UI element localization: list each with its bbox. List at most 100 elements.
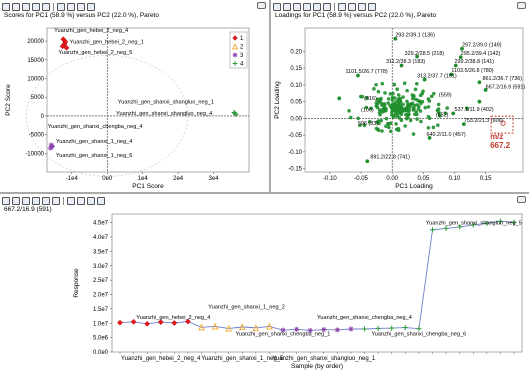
loading-point — [374, 82, 378, 87]
loading-point — [408, 118, 413, 123]
loading-point — [390, 106, 395, 110]
zoom-icon[interactable] — [77, 197, 85, 205]
loading-point — [438, 114, 442, 118]
data-point — [484, 220, 490, 226]
loading-point — [399, 118, 404, 123]
hotelling-ellipse — [26, 55, 189, 177]
loading-point — [449, 72, 454, 77]
list-icon[interactable] — [97, 197, 105, 205]
x-tick-label: 0.00 — [386, 176, 398, 182]
delete-icon[interactable] — [338, 3, 346, 11]
scores-title: Scores for PC1 (58.9 %) versus PC2 (22.0… — [4, 12, 159, 19]
color-icon[interactable] — [22, 3, 30, 11]
delete-icon[interactable] — [67, 197, 75, 205]
loading-point — [403, 108, 408, 113]
loading-point — [460, 46, 464, 51]
y-tick-label: 0.10 — [290, 83, 302, 89]
loading-point — [374, 101, 379, 105]
grid-icon[interactable] — [77, 3, 85, 11]
loading-point — [399, 63, 404, 68]
loading-point — [465, 106, 469, 111]
zoom-icon[interactable] — [348, 3, 356, 11]
data-point — [225, 324, 233, 332]
home-icon[interactable] — [273, 3, 281, 11]
point-label: Yuanzhi_gen_shanxi_chengba_neg_4 — [48, 124, 143, 130]
y-tick-label: 1.5e7 — [93, 307, 109, 313]
loading-point — [414, 110, 419, 114]
loading-point — [404, 116, 409, 121]
loading-point — [411, 132, 416, 136]
data-point — [389, 325, 395, 331]
filter-icon[interactable] — [323, 3, 331, 11]
pin-icon[interactable] — [12, 3, 20, 11]
loading-point — [419, 119, 423, 124]
loading-point — [356, 73, 360, 78]
split-icon[interactable] — [313, 3, 321, 11]
label-icon[interactable] — [42, 3, 50, 11]
home-icon[interactable] — [2, 3, 10, 11]
point-label: Yuanzhi_gen_shanxi_1_neg_4 — [56, 139, 133, 145]
point-label: 1103.5/26.8 (780) — [451, 68, 493, 74]
loadings-toolbar — [273, 2, 376, 12]
panel-menu-icon[interactable] — [257, 2, 266, 9]
pin-icon[interactable] — [12, 197, 20, 205]
dropdown-icon[interactable] — [52, 197, 60, 205]
color-icon[interactable] — [293, 3, 301, 11]
chart-type-icon[interactable] — [32, 3, 40, 11]
loading-point — [390, 98, 395, 102]
grid-icon[interactable] — [87, 197, 95, 205]
list-icon[interactable] — [368, 3, 376, 11]
home-icon[interactable] — [2, 197, 10, 205]
trend-chart[interactable]: 0.0e0 5.0e6 1.0e7 1.5e7 2.0e7 2.5e7 3.0e7 3.5e7… — [0, 206, 529, 372]
pin-icon[interactable] — [283, 3, 291, 11]
x-tick-label: 0.05 — [417, 176, 429, 182]
point-label: 311.2/38.3 (183) — [386, 59, 425, 65]
y-tick-label: 0.05 — [290, 100, 302, 106]
data-point — [280, 327, 286, 333]
y-tick-label: 3.5e7 — [93, 249, 109, 255]
y-tick-label: -0.15 — [288, 167, 302, 173]
point-label: Yuanzhi_gen_hebei_2_neg_4 — [136, 315, 210, 321]
data-point — [334, 327, 340, 333]
zoom-icon[interactable] — [67, 3, 75, 11]
list-icon[interactable] — [87, 3, 95, 11]
trend-title: 667.2/16.9 (591) — [4, 206, 52, 213]
loading-point — [390, 95, 395, 100]
loading-point — [392, 82, 397, 87]
panel-menu-icon[interactable] — [517, 2, 526, 9]
x-tick-label: Yuanzhi_gen_shanxi_1_neg_5 — [201, 356, 284, 362]
toolbar-separator — [334, 3, 335, 11]
data-point — [443, 225, 449, 231]
chart-type-icon[interactable] — [303, 3, 311, 11]
point-label: 640.2/11.0 (457) — [426, 132, 465, 138]
loading-point — [403, 124, 407, 128]
loading-point — [411, 106, 416, 110]
delete-icon[interactable] — [57, 3, 65, 11]
chart-type-icon[interactable] — [32, 197, 40, 205]
grid-icon[interactable] — [358, 3, 366, 11]
loading-point — [445, 106, 449, 110]
loading-point — [426, 97, 431, 101]
y-axis-label: Response — [73, 268, 80, 298]
panel-menu-icon[interactable] — [517, 196, 526, 203]
loading-point — [358, 123, 362, 128]
percent-icon[interactable] — [42, 197, 50, 205]
x-tick-label: 0e0 — [102, 176, 113, 182]
loading-point — [435, 108, 440, 113]
panel-divider-vertical[interactable] — [269, 0, 271, 192]
data-point — [348, 326, 354, 332]
panel-divider-horizontal[interactable] — [0, 192, 529, 194]
x-tick-label: Yuanzhi_gen_hebei_2_neg_4 — [121, 356, 201, 362]
color-icon[interactable] — [22, 197, 30, 205]
loading-point — [426, 114, 431, 119]
scores-chart[interactable]: -1e4 0e0 1e4 2e4 3e4 -10000 -5000 0 5000 10000 150… — [0, 12, 269, 192]
loading-point — [405, 88, 409, 93]
loading-point — [364, 105, 369, 110]
x-tick-label: -0.05 — [354, 176, 368, 182]
loadings-chart[interactable]: -0.10 -0.05 0.00 0.05 0.10 0.15 -0.15 -0.10 -0.0… — [271, 12, 529, 192]
y-tick-label: -0.10 — [288, 150, 302, 156]
loading-point — [384, 116, 389, 121]
point-label: 1101.5/26.7 (778) — [345, 69, 387, 75]
trend-panel: 667.2/16.9 (591) 0.0e0 5.0e6 1.0e7 1.5e7 2.0… — [0, 194, 529, 372]
loading-point — [386, 121, 390, 126]
